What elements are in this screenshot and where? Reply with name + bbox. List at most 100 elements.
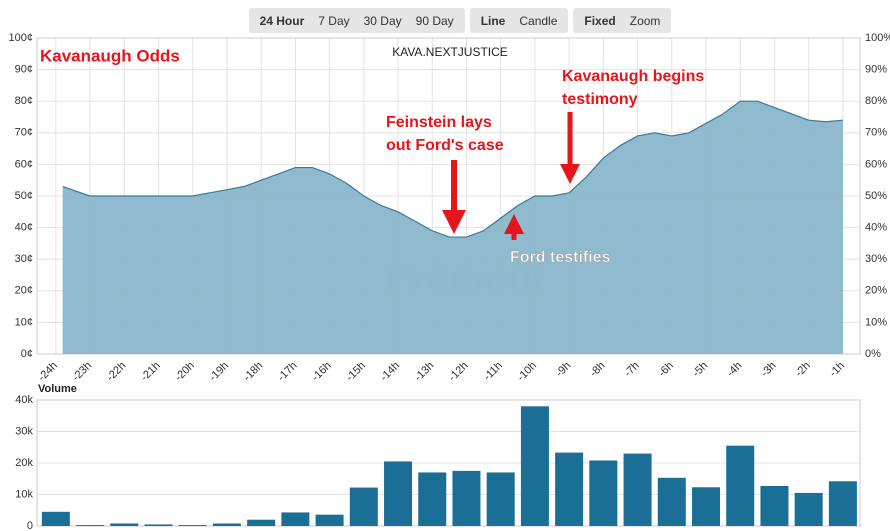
chart-title: Volume [38,383,77,395]
x-tick-label: -10h [515,360,539,384]
bar [41,511,70,526]
y-tick-label: 20k [15,457,33,469]
bar [144,524,173,526]
y2-tick-label: 70% [865,127,887,139]
x-tick-label: -20h [173,360,197,384]
y2-tick-label: 100% [865,32,890,44]
annotation: out Ford's case [386,137,504,154]
x-tick-label: -6h [656,360,676,380]
bar [110,523,139,526]
bar [692,487,721,526]
bar [589,460,618,526]
y2-tick-label: 90% [865,64,887,76]
x-tick-label: -19h [207,360,231,384]
line [62,100,843,238]
x-tick-label: -16h [310,360,334,384]
button-group: Line Candle [469,8,569,33]
chart-subtitle: KAVA.NEXTJUSTICE [392,45,508,59]
bar [726,445,755,526]
controls: 24 Hour 7 Day 30 Day 90 Day Line Candle Fixed Z… [0,8,890,33]
bar [760,485,789,526]
button[interactable]: Candle [519,13,558,28]
x-tick-label: -13h [412,360,436,384]
x-tick-label: -4h [725,360,745,380]
bar [76,525,105,526]
bar [315,514,344,526]
chart-title: Kavanaugh Odds [40,46,180,65]
plot-border [36,399,861,527]
x-tick-label: -21h [139,360,163,384]
button[interactable]: Line [480,13,506,28]
x-tick-label: -18h [241,360,265,384]
bar [281,512,310,526]
y-tick-label: 10k [15,488,33,500]
y-tick-label: 80¢ [15,95,33,107]
bar [657,477,686,526]
y-tick-label: 0¢ [21,348,33,360]
y-tick-label: 20¢ [15,285,33,297]
x-tick-label: -22h [104,360,128,384]
x-tick-label: -3h [759,360,779,380]
button[interactable]: 7 Day [318,13,350,28]
x-tick-label: -2h [793,360,813,380]
x-tick-label: -9h [554,360,574,380]
y2-tick-label: 30% [865,253,887,265]
y2-tick-label: 20% [865,285,887,297]
y2-tick-label: 40% [865,222,887,234]
button[interactable]: Fixed [584,13,616,28]
bar [555,452,584,526]
button[interactable]: Zoom [629,13,661,28]
x-tick-label: -17h [275,360,299,384]
y-tick-label: 30k [15,425,33,437]
area [62,101,843,354]
bar [349,487,378,526]
y2-tick-label: 60% [865,158,887,170]
y-tick-label: 50¢ [15,190,33,202]
x-tick-label: -11h [481,360,504,383]
button[interactable]: 30 Day [363,13,402,28]
bar [452,470,481,526]
bar [418,472,447,526]
y2-tick-label: 50% [865,190,887,202]
annotation: Ford testifies [510,249,611,266]
bar [828,481,857,526]
button[interactable]: 90 Day [415,13,454,28]
button-group: Fixed Zoom [573,8,672,33]
x-tick-label: -1h [827,360,847,380]
bar [384,461,413,526]
x-tick-label: -7h [622,360,642,380]
bar [178,525,207,526]
y-tick-label: 40k [15,394,33,406]
y-tick-label: 0 [27,520,33,531]
x-tick-label: -5h [690,360,710,380]
annotation: Kavanaugh begins [562,68,704,85]
annotation: testimony [562,91,638,108]
bar [794,492,823,526]
bar [486,472,515,526]
y-tick-label: 60¢ [15,158,33,170]
annotation: Feinstein lays [386,114,492,131]
button[interactable]: 24 Hour [259,13,305,28]
y-tick-label: 30¢ [15,253,33,265]
y2-tick-label: 10% [865,316,887,328]
x-tick-label: -14h [378,360,402,384]
bar [212,523,241,526]
y-tick-label: 10¢ [15,316,33,328]
y-tick-label: 70¢ [15,127,33,139]
bar [520,406,549,526]
y2-tick-label: 80% [865,95,887,107]
y-tick-label: 100¢ [9,32,33,44]
x-tick-label: -12h [447,360,471,384]
x-tick-label: -24h [36,360,60,384]
y2-tick-label: 0% [865,348,881,360]
x-tick-label: -23h [70,360,94,384]
bar [247,519,276,526]
y-tick-label: 90¢ [15,64,33,76]
button-group: 24 Hour 7 Day 30 Day 90 Day [248,8,465,33]
bar [623,453,652,526]
y-tick-label: 40¢ [15,222,33,234]
x-tick-label: -15h [344,360,368,384]
x-tick-label: -8h [588,360,608,380]
